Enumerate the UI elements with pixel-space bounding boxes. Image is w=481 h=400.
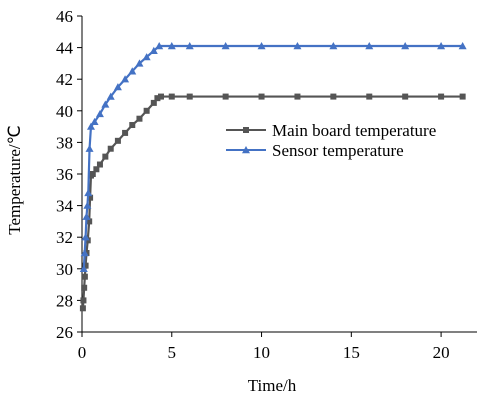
data-point <box>79 305 86 312</box>
y-tick-label: 38 <box>56 133 73 152</box>
legend-label: Sensor temperature <box>272 141 404 160</box>
x-tick-label: 15 <box>343 343 360 362</box>
data-point <box>102 153 109 160</box>
data-point <box>82 262 89 269</box>
data-point <box>402 93 409 100</box>
data-point <box>294 93 301 100</box>
data-point <box>107 145 114 152</box>
y-tick-label: 32 <box>56 228 73 247</box>
data-point <box>437 42 446 50</box>
data-point <box>365 42 374 50</box>
data-point <box>86 218 93 225</box>
data-point <box>185 42 194 50</box>
series-sensor <box>79 42 467 272</box>
x-axis-title: Time/h <box>248 376 297 395</box>
data-point <box>82 212 91 220</box>
data-point <box>128 67 137 75</box>
x-tick-label: 10 <box>253 343 270 362</box>
data-point <box>86 122 95 130</box>
data-point <box>293 42 302 50</box>
data-point <box>142 53 151 61</box>
data-point <box>186 93 193 100</box>
data-point <box>81 233 90 241</box>
data-point <box>330 93 337 100</box>
legend-label: Main board temperature <box>272 121 436 140</box>
data-point <box>366 93 373 100</box>
data-point <box>121 75 130 83</box>
data-point <box>258 93 265 100</box>
data-point <box>154 95 161 102</box>
x-tick-label: 0 <box>78 343 87 362</box>
data-point <box>129 122 136 129</box>
data-point <box>122 129 129 136</box>
legend-marker <box>242 146 250 154</box>
data-point <box>438 93 445 100</box>
series-main-board <box>79 93 466 312</box>
data-point <box>106 92 115 100</box>
data-point <box>96 161 103 168</box>
series-layer <box>79 42 467 312</box>
data-point <box>95 109 104 118</box>
data-point <box>158 93 164 100</box>
y-tick-label: 28 <box>56 291 73 310</box>
data-point <box>85 144 94 152</box>
data-point <box>89 171 96 177</box>
axes: 26 28 30 32 34 36 38 40 42 44 46 0 5 10 15 20 <box>56 7 477 362</box>
data-point <box>168 93 175 100</box>
data-point <box>458 42 467 50</box>
y-tick-label: 44 <box>56 39 74 58</box>
data-point <box>80 249 89 257</box>
data-point <box>329 42 338 50</box>
data-point <box>143 107 150 114</box>
data-point <box>81 284 88 291</box>
data-point <box>79 264 88 272</box>
legend-marker <box>243 127 249 133</box>
data-point <box>113 83 122 91</box>
data-point <box>257 42 266 50</box>
x-tick-label: 20 <box>433 343 450 362</box>
data-point <box>136 115 143 122</box>
data-point <box>401 42 410 50</box>
data-point <box>101 100 110 108</box>
data-point <box>87 194 94 201</box>
y-axis-title: Temperature/℃ <box>5 125 24 234</box>
data-point <box>114 137 121 144</box>
y-tick-label: 42 <box>56 70 73 89</box>
data-point <box>80 297 87 304</box>
data-point <box>150 99 157 106</box>
data-point <box>93 166 100 173</box>
data-point <box>222 93 229 100</box>
data-point <box>81 273 88 280</box>
y-tick-label: 26 <box>56 323 73 342</box>
data-point <box>84 188 93 197</box>
data-point <box>221 42 230 50</box>
data-point <box>83 201 92 209</box>
data-point <box>167 42 176 50</box>
data-point <box>135 59 144 67</box>
y-tick-label: 30 <box>56 260 73 279</box>
data-point <box>149 46 158 54</box>
data-point <box>90 117 99 126</box>
y-tick-label: 36 <box>56 165 73 184</box>
y-tick-label: 34 <box>56 197 74 216</box>
data-point <box>459 93 466 100</box>
data-point <box>155 42 164 50</box>
y-tick-label: 40 <box>56 102 73 121</box>
y-tick-label: 46 <box>56 7 73 26</box>
x-tick-label: 5 <box>168 343 177 362</box>
